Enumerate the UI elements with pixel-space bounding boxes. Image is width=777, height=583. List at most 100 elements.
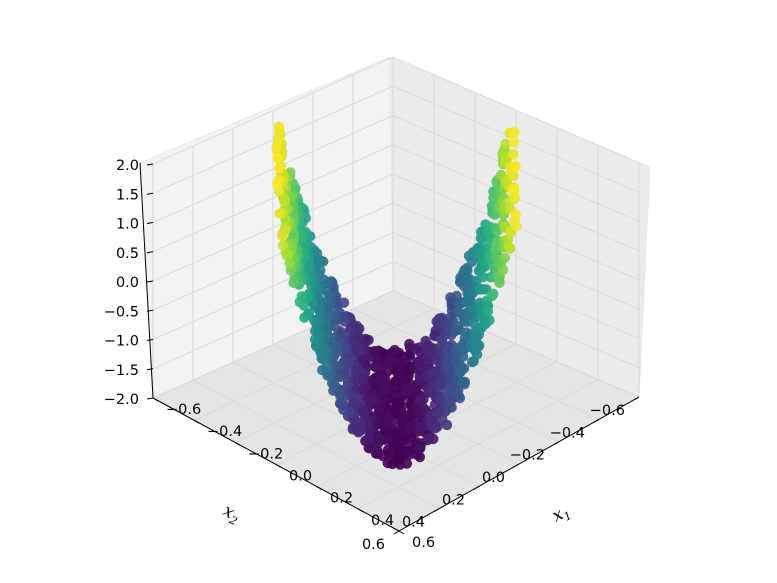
x-axis-label: x1 — [549, 501, 574, 528]
z-tick-label: 1.5 — [116, 187, 139, 203]
data-point — [454, 392, 466, 404]
z-tick-label: −2.0 — [104, 392, 139, 408]
data-point — [473, 329, 485, 340]
y-tick-label: −0.2 — [510, 448, 545, 464]
data-point — [403, 449, 415, 461]
data-point — [429, 368, 440, 379]
data-point — [509, 185, 520, 197]
data-point — [511, 220, 522, 232]
data-point — [455, 367, 466, 378]
z-tick-label: −1.5 — [104, 363, 139, 379]
z-gridline — [152, 85, 640, 194]
data-point — [480, 318, 491, 329]
data-point — [497, 264, 509, 276]
data-point — [314, 304, 325, 316]
data-point — [272, 152, 283, 163]
data-point — [359, 408, 370, 420]
data-point — [358, 390, 369, 402]
data-point — [277, 240, 289, 251]
data-point — [508, 170, 519, 181]
data-point — [436, 335, 447, 346]
y-tick-label: −0.4 — [550, 425, 585, 441]
x-tick-label: 0.6 — [412, 535, 435, 551]
data-point — [272, 179, 283, 190]
data-point — [414, 342, 425, 353]
data-point — [387, 458, 398, 470]
data-point — [466, 356, 478, 368]
data-point — [372, 445, 383, 457]
data-point — [430, 423, 441, 434]
x-tick-label: 0.4 — [371, 513, 394, 529]
data-point — [508, 149, 519, 160]
data-point — [414, 421, 425, 433]
x-tick-mark — [357, 508, 364, 513]
data-point — [364, 425, 375, 436]
y-tick-mark — [513, 463, 520, 468]
tick-marks: −0.6 −0.4 −0.2 0.0 0.2 0.4 0.6 −0.6 −0.4 −0.2 0.0 0… — [104, 158, 640, 553]
data-point — [279, 196, 290, 207]
data-point — [482, 306, 494, 317]
data-point — [404, 351, 416, 362]
y-tick-mark — [633, 396, 640, 401]
z-tick-mark — [146, 339, 154, 341]
x-tick-mark — [316, 486, 323, 491]
data-point — [398, 358, 410, 369]
z-gridline — [152, 232, 640, 340]
y-tick-label: −0.6 — [590, 403, 625, 419]
z-tick-label: −1.0 — [104, 334, 139, 350]
z-gridline — [152, 173, 640, 282]
z-gridline — [152, 290, 640, 399]
y-tick-mark — [393, 530, 400, 535]
z-tick-mark — [146, 251, 154, 254]
scatter-points — [271, 121, 522, 470]
z-tick-label: 0.0 — [116, 275, 139, 291]
y-tick-mark — [433, 508, 440, 513]
data-point — [414, 395, 425, 407]
x-tick-label: −0.6 — [166, 402, 201, 418]
data-point — [313, 343, 324, 354]
z-tick-mark — [146, 280, 154, 283]
y-tick-mark — [593, 418, 600, 423]
z-tick-mark — [146, 192, 154, 195]
y-tick-label: 0.6 — [362, 537, 385, 553]
data-point — [384, 448, 395, 459]
z-tick-label: 2.0 — [116, 158, 139, 174]
data-point — [271, 142, 282, 153]
z-gridline — [152, 56, 640, 165]
data-point — [508, 137, 520, 148]
data-point — [362, 434, 374, 445]
z-tick-mark — [146, 309, 154, 312]
data-point — [457, 376, 469, 388]
data-point — [488, 288, 499, 300]
data-point — [383, 432, 394, 443]
data-point — [441, 419, 453, 431]
data-point — [500, 138, 511, 150]
z-tick-mark — [146, 222, 154, 224]
data-point — [477, 271, 489, 283]
data-point — [414, 451, 426, 463]
y-axis-label: x2 — [219, 501, 244, 528]
x-tick-label: −0.2 — [248, 446, 283, 462]
data-point — [335, 399, 346, 410]
data-point — [288, 277, 299, 288]
data-point — [317, 364, 328, 376]
data-point — [342, 379, 353, 391]
x-tick-label: 0.2 — [330, 491, 353, 507]
z-tick-mark — [146, 163, 154, 166]
data-point — [509, 193, 521, 204]
data-point — [509, 127, 520, 138]
data-point — [281, 250, 292, 261]
x-tick-mark — [152, 397, 159, 402]
data-point — [422, 433, 434, 445]
data-point — [317, 353, 328, 365]
z-tick-label: −0.5 — [104, 304, 139, 320]
y-tick-label: 0.2 — [442, 492, 465, 508]
z-gridline — [152, 202, 640, 311]
z-gridline — [152, 261, 640, 370]
data-point — [415, 443, 426, 454]
data-point — [353, 345, 364, 357]
z-gridline — [152, 144, 640, 253]
data-point — [499, 252, 510, 263]
data-point — [309, 334, 321, 345]
data-point — [277, 231, 288, 242]
